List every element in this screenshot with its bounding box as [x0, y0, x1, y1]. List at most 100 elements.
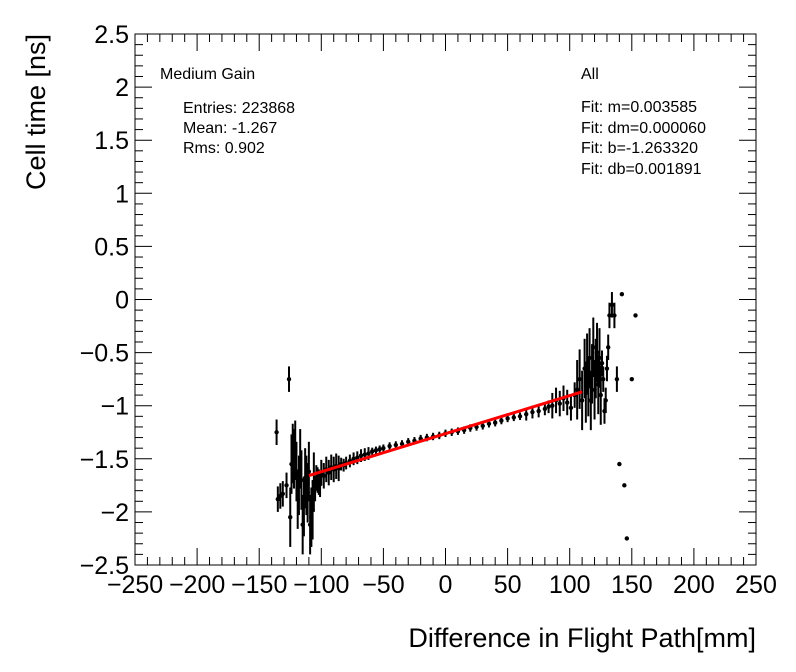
data-point	[593, 366, 598, 371]
y-tick-label: 0	[115, 287, 129, 315]
data-point	[597, 355, 602, 361]
data-point	[297, 456, 303, 461]
data-point	[601, 376, 606, 382]
data-point	[311, 479, 317, 485]
data-point	[387, 443, 392, 449]
data-point	[604, 366, 610, 371]
data-point	[301, 504, 307, 509]
error-bars	[275, 292, 618, 555]
fit-intercept-error: Fit: db=0.001891	[581, 161, 702, 178]
data-point	[588, 398, 594, 403]
data-point	[499, 418, 504, 423]
x-tick-label: −100	[293, 571, 349, 599]
data-point	[550, 403, 555, 408]
data-point	[524, 411, 529, 417]
data-point	[577, 376, 582, 382]
data-point	[310, 507, 315, 512]
data-points	[274, 291, 638, 541]
data-point	[312, 486, 318, 491]
fit-slope-error: Fit: dm=0.000060	[581, 120, 706, 137]
x-tick-label: 0	[439, 571, 453, 599]
data-point	[317, 482, 323, 487]
data-point	[296, 483, 302, 488]
data-point	[633, 313, 638, 318]
data-point	[612, 313, 617, 318]
stats-rms: Rms: 0.902	[183, 140, 265, 157]
data-point	[619, 291, 625, 297]
x-tick-label: −150	[231, 571, 287, 599]
data-point	[275, 496, 281, 502]
data-point	[583, 390, 589, 396]
y-tick-label: −1.5	[80, 446, 129, 474]
data-point	[517, 414, 523, 419]
data-point	[351, 456, 356, 461]
data-point	[358, 453, 364, 458]
data-point	[289, 461, 294, 467]
x-tick-label: 100	[549, 571, 591, 599]
stats-mean: Mean: -1.267	[183, 120, 277, 137]
data-point	[607, 313, 612, 318]
data-point	[606, 345, 611, 350]
x-axis-ticks: −250 −200 −150 −100 −50 0 50 100 150 200 250	[107, 34, 777, 599]
data-point	[305, 490, 310, 495]
data-point	[574, 387, 580, 392]
fit-line	[308, 390, 583, 478]
x-tick-label: −50	[362, 571, 404, 599]
x-tick-label: 150	[611, 571, 653, 599]
data-point	[617, 461, 622, 467]
data-point	[480, 423, 485, 429]
data-point	[274, 430, 279, 435]
data-point	[579, 398, 585, 403]
stats-entries: Entries: 223868	[183, 100, 295, 117]
data-point	[280, 491, 285, 497]
data-point	[592, 387, 597, 392]
data-point	[603, 398, 608, 403]
data-point	[598, 392, 603, 398]
data-point	[299, 477, 304, 483]
data-point	[622, 483, 627, 488]
data-point	[530, 409, 535, 415]
data-point	[596, 382, 601, 387]
data-point	[370, 449, 375, 454]
y-tick-label: 2	[115, 74, 129, 102]
data-point	[291, 456, 297, 461]
data-point	[505, 416, 510, 421]
y-tick-label: −0.5	[80, 340, 129, 368]
data-point	[486, 421, 492, 426]
data-point	[557, 401, 562, 406]
data-point	[584, 361, 590, 366]
data-point	[366, 451, 371, 456]
data-point	[377, 447, 382, 452]
x-tick-label: 200	[673, 571, 715, 599]
data-point	[290, 451, 295, 456]
data-point	[373, 448, 379, 453]
data-point	[293, 448, 298, 453]
x-tick-label: 250	[735, 571, 777, 599]
data-point	[362, 452, 367, 457]
data-point	[307, 522, 313, 527]
data-point	[306, 469, 312, 474]
data-point	[542, 406, 548, 412]
data-point	[582, 366, 587, 371]
y-tick-label: 1	[115, 180, 129, 208]
data-point	[295, 496, 300, 502]
data-point	[589, 371, 595, 377]
data-point	[599, 361, 605, 366]
data-point	[304, 483, 309, 488]
data-point	[284, 483, 289, 488]
data-point	[536, 408, 541, 414]
data-point	[381, 445, 386, 451]
y-tick-label: −1	[100, 393, 129, 421]
data-point	[288, 515, 293, 520]
data-point	[309, 515, 314, 520]
y-axis-title: Cell time [ns]	[21, 34, 51, 190]
y-tick-label: −2	[100, 499, 129, 527]
data-point	[399, 441, 405, 447]
stats-title: Medium Gain	[160, 66, 255, 83]
data-point	[393, 442, 399, 448]
data-point	[591, 345, 596, 350]
data-point	[629, 376, 634, 382]
data-point	[614, 376, 620, 382]
data-point	[406, 439, 411, 445]
